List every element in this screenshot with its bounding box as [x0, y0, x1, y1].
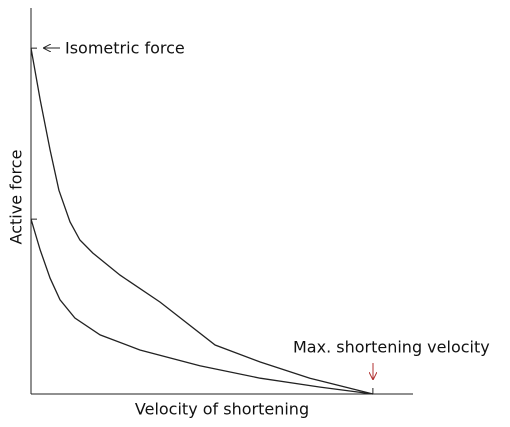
- curve: [30, 47, 374, 395]
- x-axis-label: Velocity of shortening: [135, 400, 309, 419]
- curve: [30, 218, 373, 395]
- annotation: Isometric force: [65, 39, 185, 58]
- y-axis-label: Active force: [7, 150, 26, 245]
- annotation: Max. shortening velocity: [293, 338, 490, 357]
